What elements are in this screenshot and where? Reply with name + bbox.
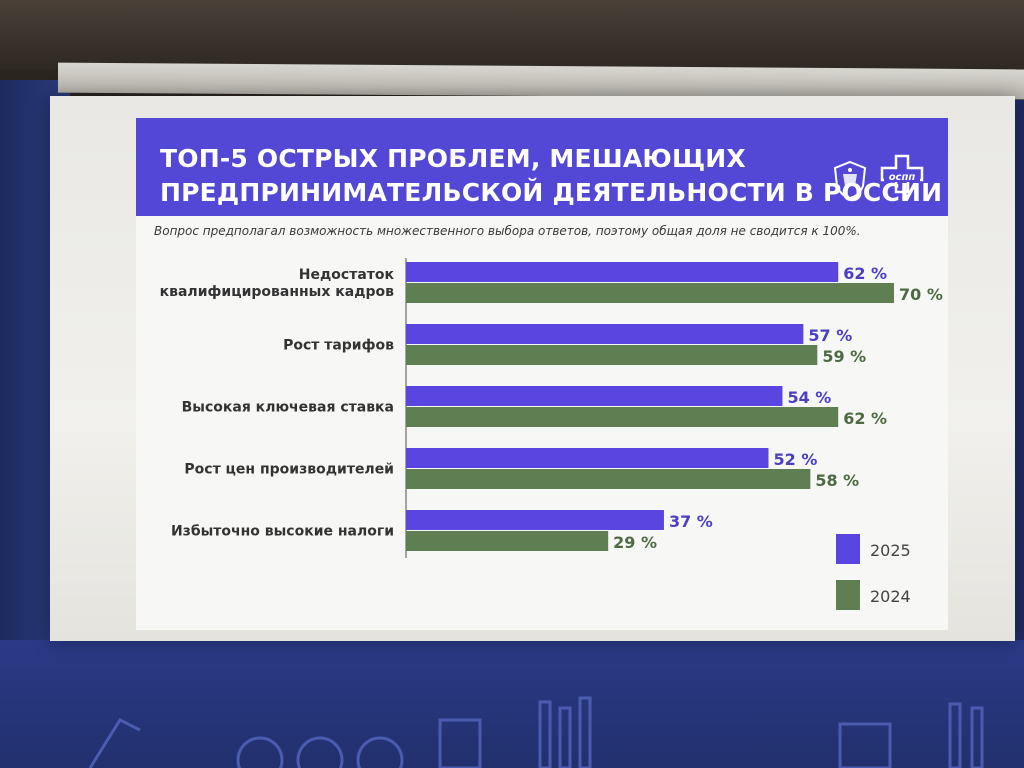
data-label-2025: 57 % [808, 326, 852, 345]
bar-2024 [406, 345, 818, 365]
data-label-2025: 62 % [843, 264, 887, 283]
bar-2025 [406, 386, 783, 406]
bar-2025 [406, 510, 664, 530]
category-label: Избыточно высокие налоги [171, 524, 394, 540]
slide-subtitle: Вопрос предполагал возможность множестве… [154, 224, 861, 238]
data-label-2024: 59 % [822, 347, 866, 366]
category-label: Рост тарифов [283, 338, 394, 354]
data-label-2025: 52 % [774, 450, 818, 469]
slide-title-bar: ТОП-5 ОСТРЫХ ПРОБЛЕМ, МЕШАЮЩИХ ПРЕДПРИНИ… [136, 118, 948, 216]
bar-2024 [406, 407, 839, 427]
data-label-2024: 29 % [613, 533, 657, 552]
room-wall [0, 0, 1024, 70]
category-label: Рост цен производителей [184, 462, 394, 478]
legend-swatch-2024 [836, 580, 860, 610]
stage-backdrop [0, 640, 1024, 768]
data-label-2025: 54 % [787, 388, 831, 407]
projector-screen-frame [58, 62, 1024, 100]
slide-title-line-2: ПРЕДПРИНИМАТЕЛЬСКОЙ ДЕЯТЕЛЬНОСТИ В РОССИ… [160, 178, 943, 207]
bar-2024 [406, 283, 894, 303]
data-label-2025: 37 % [669, 512, 713, 531]
category-label: Недостаток [299, 267, 395, 283]
data-label-2024: 58 % [815, 471, 859, 490]
presentation-slide: ТОП-5 ОСТРЫХ ПРОБЛЕМ, МЕШАЮЩИХ ПРЕДПРИНИ… [136, 118, 948, 630]
category-label: Высокая ключевая ставка [182, 400, 394, 416]
ospp-logo-icon: оспп [880, 154, 924, 194]
slide-title-line-1: ТОП-5 ОСТРЫХ ПРОБЛЕМ, МЕШАЮЩИХ [160, 144, 746, 173]
stage-decoration [88, 696, 984, 768]
coat-of-arms-icon [833, 160, 867, 200]
bar-2025 [406, 324, 804, 344]
legend-label-2024: 2024 [870, 587, 911, 606]
category-label: квалифицированных кадров [160, 284, 395, 300]
projection-screen: ТОП-5 ОСТРЫХ ПРОБЛЕМ, МЕШАЮЩИХ ПРЕДПРИНИ… [50, 96, 1015, 641]
bar-2024 [406, 469, 811, 489]
legend-swatch-2025 [836, 534, 860, 564]
bar-2025 [406, 448, 769, 468]
data-label-2024: 70 % [899, 285, 943, 304]
ospp-logo-text: оспп [889, 172, 916, 183]
bar-2024 [406, 531, 609, 551]
data-label-2024: 62 % [843, 409, 887, 428]
bar-2025 [406, 262, 839, 282]
legend-label-2025: 2025 [870, 541, 911, 560]
